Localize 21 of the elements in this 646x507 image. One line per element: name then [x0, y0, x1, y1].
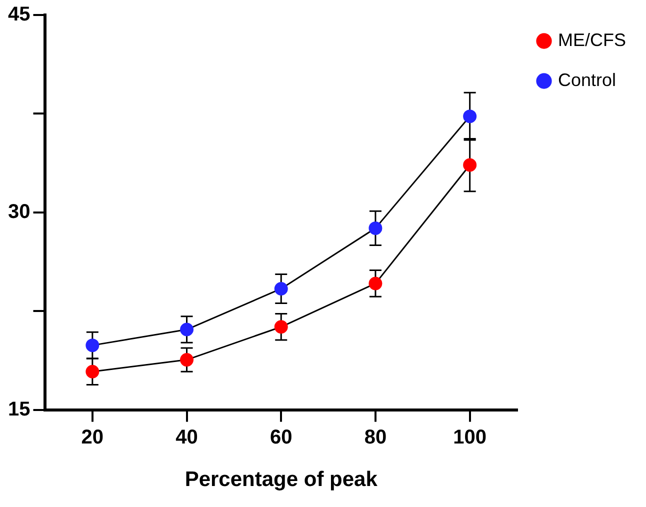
legend-label: ME/CFS: [558, 30, 626, 50]
point: [274, 282, 288, 296]
y-tick-label: 15: [8, 398, 30, 420]
point: [463, 110, 477, 124]
point: [86, 364, 100, 378]
legend-label: Control: [558, 70, 616, 90]
y-tick-label: 30: [8, 200, 30, 223]
point: [274, 320, 288, 334]
point: [368, 276, 382, 290]
point: [463, 158, 477, 172]
point: [368, 221, 382, 235]
point: [180, 322, 194, 336]
x-tick-label: 40: [176, 426, 198, 448]
x-tick-label: 100: [453, 426, 487, 448]
point: [86, 338, 100, 352]
x-tick-label: 60: [270, 426, 292, 448]
y-tick-label: 45: [8, 4, 30, 26]
x-axis-title: Percentage of peak: [184, 468, 378, 492]
point: [180, 353, 194, 367]
x-tick-label: 80: [364, 426, 387, 448]
x-tick-label: 20: [81, 426, 104, 448]
